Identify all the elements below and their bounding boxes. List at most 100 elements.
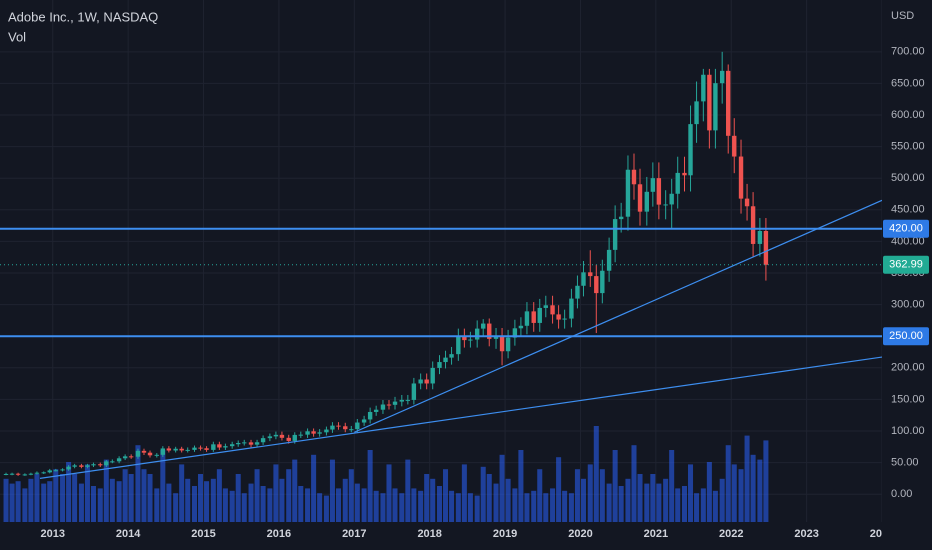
volume-bar <box>392 488 398 522</box>
volume-bar <box>405 459 411 522</box>
x-tick-label: 2023 <box>794 528 818 540</box>
candle-body <box>757 230 763 244</box>
candle-body <box>750 206 756 244</box>
volume-label: Vol <box>8 29 26 44</box>
volume-bar <box>97 488 103 522</box>
candle-body <box>91 464 96 466</box>
candle-body <box>3 473 9 475</box>
candle-body <box>625 169 631 217</box>
candle-body <box>98 464 103 466</box>
candle-body <box>437 362 442 368</box>
candle-body <box>66 466 71 470</box>
candle-body <box>701 74 706 102</box>
volume-bar <box>518 450 524 522</box>
x-tick-label: 2016 <box>267 528 291 540</box>
candle-body <box>305 431 310 435</box>
x-tick-label: 2017 <box>342 528 366 540</box>
candle-body <box>324 429 329 433</box>
last-price-label: 362.99 <box>889 259 923 271</box>
candle-body <box>349 429 354 431</box>
price-label: 420.00 <box>889 223 923 235</box>
candle-body <box>116 458 122 462</box>
candle-body <box>594 276 599 294</box>
candle-body <box>166 448 172 451</box>
candle-body <box>505 337 511 352</box>
x-tick-label: 2018 <box>417 528 441 540</box>
last-price-box <box>883 255 929 274</box>
volume-bar <box>694 493 700 522</box>
volume-bar <box>22 488 28 522</box>
y-tick-label: 150.00 <box>891 393 925 405</box>
candle-body <box>588 272 593 277</box>
volume-bar <box>599 469 605 522</box>
y-tick-label: 0.00 <box>891 488 912 500</box>
price-label-box <box>883 327 929 346</box>
y-tick-label: 700.00 <box>891 46 925 58</box>
candle-body <box>481 323 486 329</box>
volume-bar <box>486 474 492 522</box>
candle-body <box>217 444 222 448</box>
volume-bar <box>574 469 580 522</box>
candle-body <box>79 465 84 467</box>
candle-body <box>110 461 115 463</box>
candle-body <box>9 473 15 475</box>
volume-bar <box>537 469 543 522</box>
x-tick-label: 2021 <box>644 528 668 540</box>
candle-body <box>128 456 134 458</box>
volume-bar <box>128 474 134 522</box>
candle-body <box>343 426 348 430</box>
candle-body <box>399 399 404 402</box>
candle-body <box>682 172 687 176</box>
volume-bar <box>41 483 47 522</box>
candle-body <box>141 450 147 453</box>
x-tick-label: 2022 <box>719 528 743 540</box>
volume-bar <box>15 481 21 522</box>
volume-bar <box>763 440 769 522</box>
candle-body <box>732 135 737 157</box>
candle-body <box>569 298 574 319</box>
x-tick-label: 2019 <box>493 528 517 540</box>
volume-bar <box>436 486 443 522</box>
volume-bar <box>593 426 599 522</box>
volume-bar <box>72 474 78 522</box>
y-tick-label: 50.00 <box>891 457 919 469</box>
volume-bar <box>305 488 311 522</box>
price-axis: 0.00 50.00 100.00 150.00 200.00 250.00 300.00 3… <box>883 46 929 500</box>
candle-body <box>198 447 203 449</box>
candle-body <box>367 411 373 420</box>
volume-bar <box>78 483 84 522</box>
volume-bar <box>298 486 304 522</box>
trend-line <box>39 356 882 479</box>
volume-bar <box>757 459 763 522</box>
candle-body <box>474 328 480 340</box>
volume-bar <box>166 483 172 522</box>
candle-body <box>254 442 260 445</box>
candle-body <box>223 446 228 448</box>
x-tick-label: 2013 <box>41 528 65 540</box>
trend-line <box>354 199 882 433</box>
volume-bar <box>222 488 228 522</box>
volume-bar <box>474 495 480 522</box>
volume-bar <box>135 445 141 522</box>
volume-bar <box>524 493 530 522</box>
volume-bar <box>311 454 317 522</box>
chart-title: Adobe Inc., 1W, NASDAQ <box>8 9 158 24</box>
candle-body <box>468 339 473 341</box>
candle-body <box>260 438 266 443</box>
candle-body <box>248 442 254 445</box>
candle-body <box>430 367 435 384</box>
candle-body <box>456 336 461 355</box>
volume-bar <box>587 464 593 522</box>
x-tick-label: 2024 <box>870 528 895 540</box>
price-pane <box>3 51 769 476</box>
volume-bar <box>399 493 405 522</box>
drawings <box>0 199 882 479</box>
candle-body <box>47 470 52 473</box>
candle-body <box>719 70 725 84</box>
candle-body <box>763 230 769 265</box>
candle-body <box>418 379 423 384</box>
volume-bar <box>116 481 122 522</box>
volume-bar <box>531 490 537 522</box>
